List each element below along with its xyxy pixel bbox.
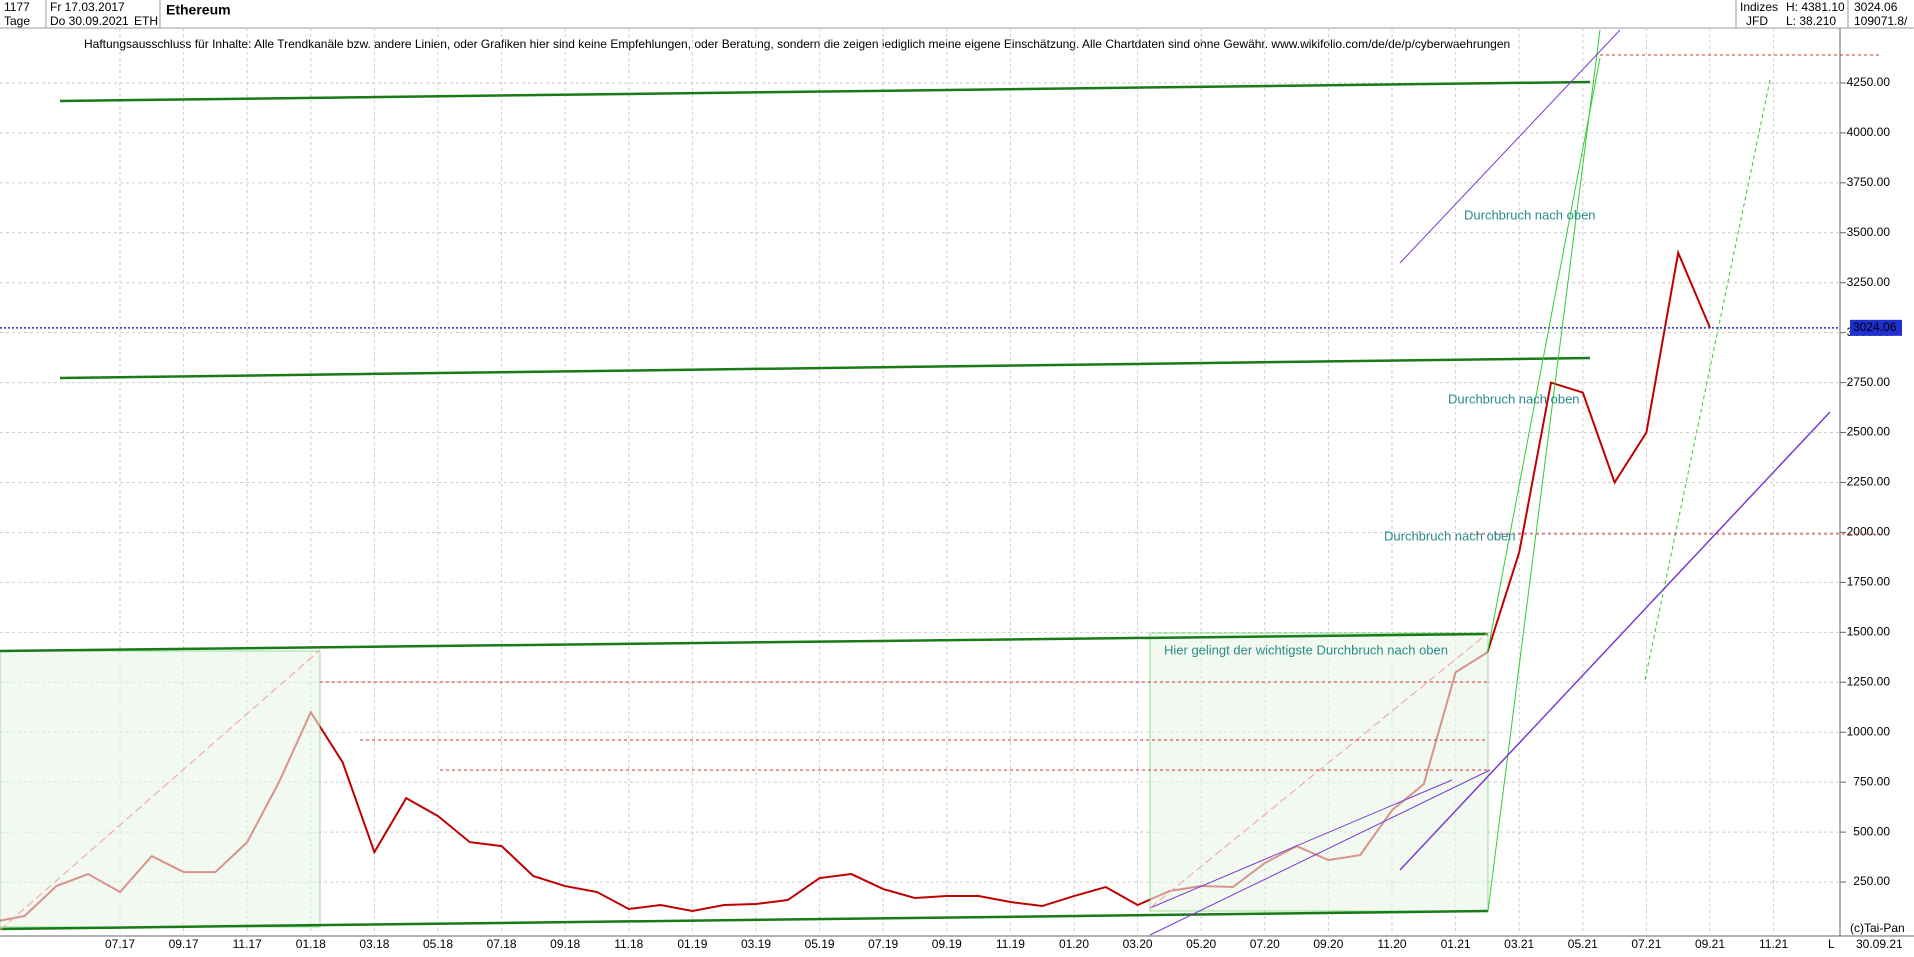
y-tick-label: 1000.00 <box>1847 724 1891 738</box>
last-price-box <box>1850 319 1902 336</box>
x-tick-label: 09.18 <box>550 937 580 951</box>
y-tick-label: 750.00 <box>1853 774 1890 788</box>
x-tick-label: 09.21 <box>1695 937 1725 951</box>
x-tick-label: 01.18 <box>296 937 326 951</box>
y-tick-label: 2250.00 <box>1847 475 1891 489</box>
copyright: (c)Tai-Pan <box>1850 921 1905 935</box>
x-tick-label: 09.19 <box>932 937 962 951</box>
trend-line <box>1399 29 1621 264</box>
last-price-label: 3024.06 <box>1853 320 1897 334</box>
trend-line <box>59 80 1591 103</box>
y-tick-label: 500.00 <box>1853 824 1890 838</box>
x-tick-label: 11.20 <box>1377 937 1406 951</box>
x-tick-label: 09.20 <box>1313 937 1343 951</box>
x-tick-label: 03.19 <box>741 937 771 951</box>
y-tick-label: 1750.00 <box>1847 575 1891 589</box>
x-tick-label: 03.20 <box>1123 937 1153 951</box>
y-tick-label: 1250.00 <box>1847 674 1891 688</box>
header-period[interactable]: Tage <box>4 14 30 28</box>
trend-line <box>1149 769 1491 936</box>
x-tick-label: 01.19 <box>677 937 707 951</box>
x-tick-label: 03.18 <box>359 937 389 951</box>
x-tick-label: 11.17 <box>233 937 262 951</box>
trend-line <box>1399 411 1831 871</box>
x-tick-label: 11.21 <box>1759 937 1788 951</box>
annotation: Hier gelingt der wichtigste Durchbruch n… <box>1164 642 1448 657</box>
x-tick-label: 07.21 <box>1631 937 1661 951</box>
x-tick-label: 05.19 <box>805 937 835 951</box>
header-name: Ethereum <box>166 2 231 18</box>
y-tick-label: 4000.00 <box>1847 125 1891 139</box>
annotation: Durchbruch nach oben <box>1448 391 1580 406</box>
y-tick-label: 2500.00 <box>1847 425 1891 439</box>
y-tick-label: 3750.00 <box>1847 175 1891 189</box>
x-tick-label: 11.19 <box>996 937 1025 951</box>
x-tick-label: 07.17 <box>105 937 135 951</box>
header-source: JFD <box>1746 14 1768 28</box>
trend-line <box>0 649 321 931</box>
y-tick-label: 3500.00 <box>1847 225 1891 239</box>
y-tick-label: 1500.00 <box>1847 625 1891 639</box>
x-tick-label: 07.19 <box>868 937 898 951</box>
x-tick-label: 01.20 <box>1059 937 1089 951</box>
x-tick-label: 07.18 <box>487 937 517 951</box>
header-low: L: 38.210 <box>1786 14 1836 28</box>
trend-line <box>59 356 1591 380</box>
y-tick-label: 4250.00 <box>1847 75 1891 89</box>
disclaimer: Haftungsausschluss für Inhalte: Alle Tre… <box>84 37 1510 51</box>
annotation: Durchbruch nach oben <box>1464 207 1596 222</box>
scale-mode[interactable]: L <box>1828 937 1835 951</box>
footer-date: 30.09.21 <box>1856 937 1903 951</box>
header-volume: 109071.8/ <box>1854 14 1908 28</box>
x-tick-label: 05.20 <box>1186 937 1216 951</box>
header-market: Indizes <box>1740 0 1778 14</box>
trend-line <box>1487 29 1601 912</box>
x-tick-label: 03.21 <box>1504 937 1534 951</box>
x-tick-label: 05.18 <box>423 937 453 951</box>
x-tick-label: 05.21 <box>1568 937 1598 951</box>
trend-line <box>1149 779 1453 909</box>
annotation: Durchbruch nach oben <box>1384 528 1516 543</box>
header-from: Fr 17.03.2017 <box>50 0 125 14</box>
header-last: 3024.06 <box>1854 0 1898 14</box>
x-tick-label: 09.17 <box>169 937 199 951</box>
trend-lines <box>0 29 1880 936</box>
x-tick-label: 07.20 <box>1250 937 1280 951</box>
y-tick-label: 250.00 <box>1853 874 1890 888</box>
header-count[interactable]: 1177 <box>4 0 30 14</box>
trend-line <box>0 909 1489 931</box>
x-tick-label: 01.21 <box>1441 937 1471 951</box>
y-tick-label: 3250.00 <box>1847 275 1891 289</box>
zone <box>1149 632 1489 912</box>
header-to: Do 30.09.2021 <box>50 14 129 28</box>
trend-line <box>1487 57 1601 651</box>
x-tick-label: 11.18 <box>614 937 643 951</box>
y-tick-label: 2750.00 <box>1847 375 1891 389</box>
header-symbol: ETH <box>134 14 158 28</box>
header-high: H: 4381.10 <box>1786 0 1845 14</box>
trend-line <box>0 632 1489 653</box>
y-tick-label: 2000.00 <box>1847 525 1891 539</box>
